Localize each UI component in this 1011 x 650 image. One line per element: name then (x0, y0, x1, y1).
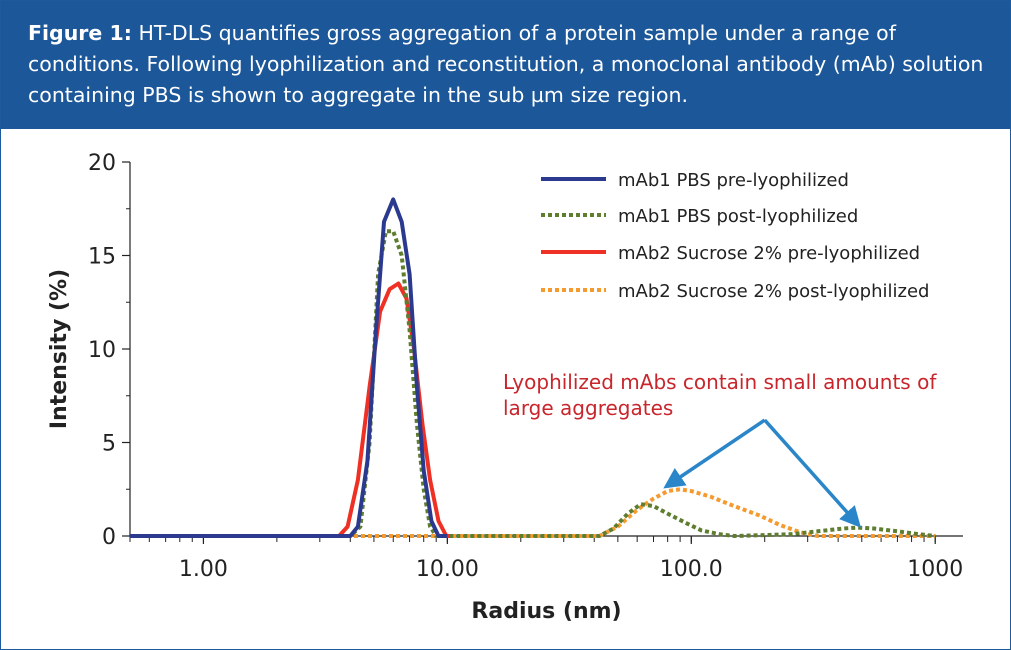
x-tick-label: 1000 (907, 557, 963, 582)
x-tick-label: 1.00 (179, 557, 228, 582)
dls-chart: 0 5 10 15 20 1.00 10.00 100.0 1000 Radius (nm) Int… (47, 151, 963, 624)
legend-label-1: mAb1 PBS pre-lyophilized (618, 170, 849, 191)
annotation-arrow-2 (763, 418, 861, 528)
series-line-4 (130, 487, 936, 538)
x-tick-label: 10.00 (416, 557, 479, 582)
y-tick-label: 20 (88, 151, 116, 176)
caption-label: Figure 1: (28, 21, 132, 45)
x-axis-title: Radius (nm) (471, 599, 621, 624)
y-tick-label: 10 (88, 338, 116, 363)
annotation-text-line-1: Lyophilized mAbs contain small amounts o… (503, 370, 937, 394)
series-line-3 (130, 281, 453, 538)
legend-label-2: mAb1 PBS post-lyophilized (618, 206, 858, 227)
y-axis-title: Intensity (%) (47, 269, 72, 429)
y-tick-label: 15 (88, 245, 116, 270)
y-tick-label: 5 (102, 432, 116, 457)
x-tick-label: 100.0 (660, 557, 723, 582)
legend-label-3: mAb2 Sucrose 2% pre-lyophilized (618, 243, 920, 264)
caption-text: HT-DLS quantifies gross aggregation of a… (28, 21, 984, 107)
annotation-arrow-1 (663, 418, 766, 489)
series-line-2 (130, 229, 936, 538)
annotation-text-line-2: large aggregates (503, 396, 673, 420)
figure-caption: Figure 1: HT-DLS quantifies gross aggreg… (1, 1, 1010, 129)
legend-label-4: mAb2 Sucrose 2% post-lyophilized (618, 281, 929, 302)
series-line-1 (130, 197, 448, 538)
y-tick-label: 0 (102, 525, 116, 550)
